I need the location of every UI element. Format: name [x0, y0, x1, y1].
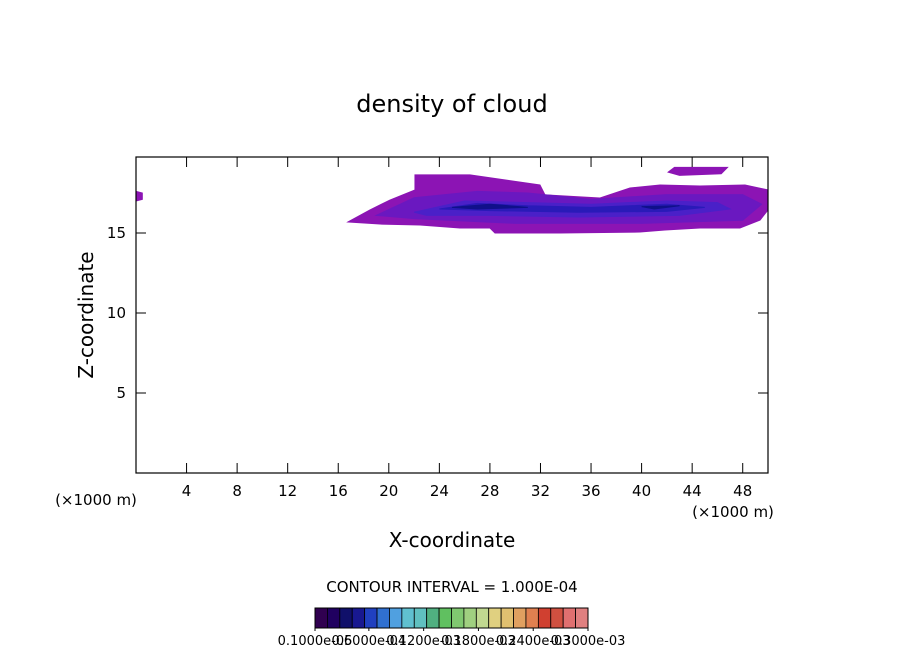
colorbar-tick-label: 0.6000e-04 — [332, 634, 407, 649]
x-tick-label: 24 — [430, 482, 449, 500]
x-tick-label: 8 — [232, 482, 242, 500]
annotation: CONTOUR INTERVAL = 1.000E-04 — [326, 578, 577, 596]
y-tick-label: 15 — [107, 224, 126, 242]
colorbar-swatch — [550, 607, 564, 629]
contour-region — [451, 203, 528, 210]
x-tick-label: 32 — [531, 482, 550, 500]
x-tick-label: 16 — [329, 482, 348, 500]
x-unit-label: (×1000 m) — [55, 491, 137, 509]
colorbar-tick-label: 0.1200e-03 — [386, 634, 461, 649]
colorbar-swatch — [401, 607, 415, 629]
x-axis-label: X-coordinate — [389, 528, 516, 552]
colorbar-swatch — [376, 607, 390, 629]
colorbar-swatch — [562, 607, 576, 629]
colorbar-tick-label: 0.1800e-03 — [441, 634, 516, 649]
colorbar-swatch — [426, 607, 440, 629]
colorbar-frame — [314, 607, 589, 629]
colorbar-swatch — [575, 607, 589, 629]
colorbar-swatch — [438, 607, 452, 629]
x-unit-label: (×1000 m) — [692, 503, 774, 521]
x-tick-label: 28 — [480, 482, 499, 500]
colorbar-swatch — [451, 607, 465, 629]
chart-title: density of cloud — [356, 90, 547, 118]
x-tick-label: 48 — [733, 482, 752, 500]
x-tick-label: 12 — [278, 482, 297, 500]
x-tick-label: 40 — [632, 482, 651, 500]
colorbar-swatch — [488, 607, 502, 629]
colorbar-swatch — [364, 607, 378, 629]
colorbar-tick-label: 0.1000e-05 — [278, 634, 353, 649]
colorbar-swatch — [327, 607, 341, 629]
y-tick-label: 10 — [107, 304, 126, 322]
x-tick-label: 20 — [379, 482, 398, 500]
colorbar-swatch — [413, 607, 428, 629]
colorbar-swatch — [525, 607, 539, 629]
colorbar-swatch — [463, 607, 477, 629]
colorbar-swatch — [339, 607, 353, 629]
x-tick-label: 36 — [581, 482, 600, 500]
colorbar-swatch — [314, 607, 328, 629]
colorbar-swatch — [389, 607, 403, 629]
contour-region — [135, 190, 143, 202]
colorbar-tick-label: 0.2400e-03 — [496, 634, 571, 649]
colorbar-swatch — [537, 607, 552, 629]
y-tick-label: 5 — [116, 384, 126, 402]
colorbar-tick-label: 0.3000e-03 — [551, 634, 626, 649]
contour-region — [667, 166, 729, 176]
contour-region — [641, 205, 680, 210]
colorbar: 0.1000e-050.6000e-040.1200e-030.1800e-03… — [278, 607, 626, 649]
x-tick-label: 4 — [182, 482, 192, 500]
colorbar-swatch — [513, 607, 527, 629]
colorbar-swatch — [475, 607, 490, 629]
y-axis-label: Z-coordinate — [74, 251, 98, 378]
x-tick-label: 44 — [683, 482, 702, 500]
plot-frame — [135, 156, 769, 474]
colorbar-swatch — [500, 607, 514, 629]
colorbar-swatch — [351, 607, 366, 629]
